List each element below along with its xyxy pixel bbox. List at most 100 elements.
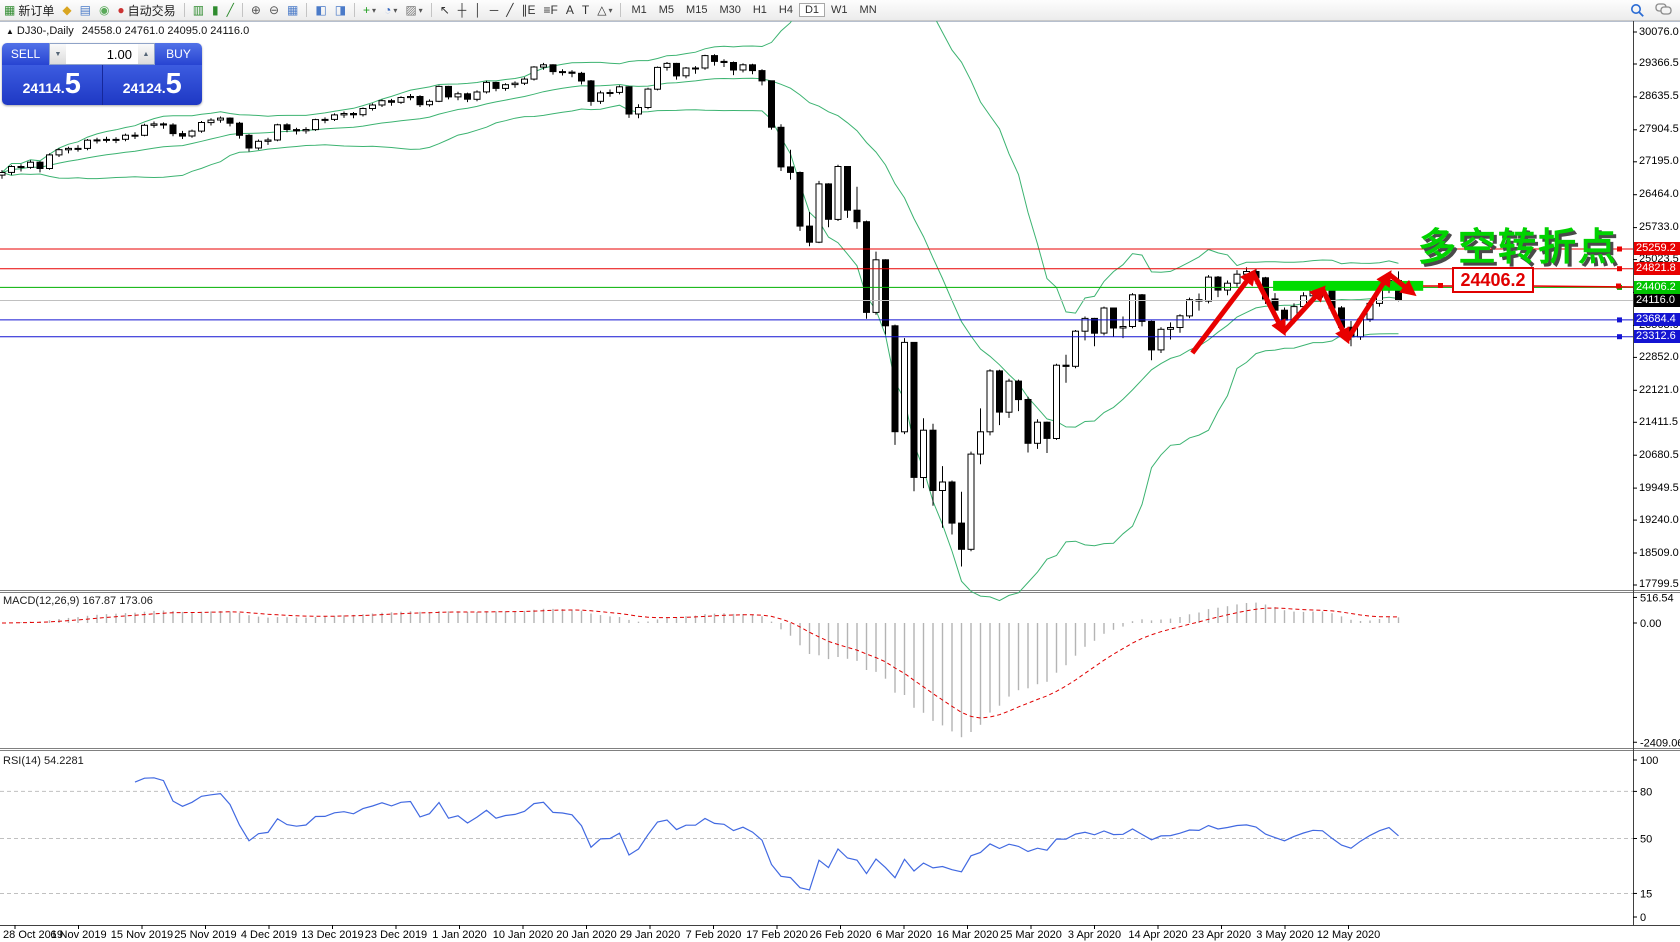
line-anchor[interactable] <box>1617 334 1622 340</box>
sell-price-main: 24114. <box>22 80 65 96</box>
search-icon[interactable] <box>1630 3 1645 18</box>
callout-anchor[interactable] <box>1438 283 1443 288</box>
chat-icon[interactable] <box>1655 3 1672 17</box>
timeframe-h4[interactable]: H4 <box>778 4 793 16</box>
volume-increase-button[interactable]: ▲ <box>138 44 154 64</box>
cursor-icon: ↖ <box>439 3 450 17</box>
timeframe-mn[interactable]: MN <box>859 4 877 16</box>
gold-trading-icon: ◆ <box>62 3 72 17</box>
timeframe-m15[interactable]: M15 <box>686 4 708 16</box>
toolbar-separator <box>430 3 432 17</box>
bollinger-band <box>1 104 1399 602</box>
symbol-title: DJ30-,Daily <box>16 25 74 37</box>
text-button[interactable]: A <box>562 1 578 19</box>
new-order-button[interactable]: ▦ 新订单 <box>0 1 58 19</box>
zoom-out-button[interactable]: ⊖ <box>265 1 283 19</box>
trend-arrow[interactable] <box>1250 271 1286 337</box>
gold-trading-button[interactable]: ◆ <box>58 1 75 19</box>
buy-price-pips: 5 <box>165 68 182 100</box>
ohlc-values: 24558.0 24761.0 24095.0 24116.0 <box>81 25 250 37</box>
buy-button[interactable]: BUY <box>155 43 202 65</box>
rsi-line <box>134 777 1399 891</box>
fibonacci-icon: ≡F <box>543 3 558 17</box>
trend-arrow[interactable] <box>1320 287 1350 345</box>
horizontal-line-button[interactable]: ─ <box>486 1 503 19</box>
line-anchor[interactable] <box>1617 246 1622 252</box>
date-label: 29 Jan 2020 <box>620 929 681 941</box>
arrows-shapes-button[interactable]: △ ▾ <box>593 1 616 19</box>
autotrading-button[interactable]: ● 自动交易 <box>113 1 179 19</box>
candlestick-chart-button[interactable]: ▮ <box>208 1 223 19</box>
timeframe-d1[interactable]: D1 <box>798 3 826 17</box>
fibonacci-button[interactable]: ≡F <box>540 1 562 19</box>
axis-text: 516.54 <box>1640 592 1674 604</box>
periods-button[interactable]: ◔ ▾ <box>380 1 401 19</box>
line-chart-icon: ╱ <box>226 3 234 17</box>
date-label: 10 Jan 2020 <box>493 929 554 941</box>
trend-arrow[interactable] <box>1281 285 1326 334</box>
macd-main-value: 167.87 <box>82 595 117 607</box>
date-label: 17 Feb 2020 <box>746 929 808 941</box>
bar-chart-button[interactable]: ▥ <box>189 1 208 19</box>
text-icon: A <box>565 3 574 17</box>
buy-price[interactable]: 24124. 5 <box>102 65 202 105</box>
date-label: 6 Nov 2019 <box>50 929 106 941</box>
arrows-shapes-icon: △ <box>597 3 607 17</box>
timeframe-w1[interactable]: W1 <box>831 4 848 16</box>
trendline-button[interactable]: ╱ <box>502 1 517 19</box>
axis-text: -2409.06 <box>1640 737 1680 749</box>
trend-arrow[interactable] <box>1345 270 1392 342</box>
add-indicator-button[interactable]: + ▾ <box>359 1 380 19</box>
templates-button[interactable]: ▨ ▾ <box>401 1 426 19</box>
line-anchor[interactable] <box>1617 317 1622 323</box>
timeframe-m1[interactable]: M1 <box>631 4 647 16</box>
timeframe-h1[interactable]: H1 <box>752 4 767 16</box>
equidistant-channel-button[interactable]: ∥E <box>518 1 540 19</box>
date-label: 16 Mar 2020 <box>937 929 999 941</box>
sell-price[interactable]: 24114. 5 <box>2 65 103 105</box>
cursor-button[interactable]: ↖ <box>436 1 454 19</box>
autotrading-label: 自动交易 <box>127 3 176 18</box>
arrange-charts-icon: ◨ <box>334 3 347 17</box>
auto-arrange-button[interactable]: ◧ <box>311 1 330 19</box>
line-chart-button[interactable]: ╱ <box>223 1 238 19</box>
toolbar-right <box>1630 3 1680 18</box>
crosshair-button[interactable]: ┼ <box>454 1 471 19</box>
add-indicator-icon: + <box>363 3 371 17</box>
market-watch-button[interactable]: ▤ <box>76 1 95 19</box>
volume-decrease-button[interactable]: ▼ <box>50 44 66 64</box>
callout-anchor[interactable] <box>1616 283 1621 289</box>
date-label: 28 Oct 2019 <box>3 929 63 941</box>
axis-text: 100 <box>1640 755 1658 767</box>
macd-label: MACD(12,26,9) 167.87 173.06 <box>3 595 153 607</box>
timeframe-m30[interactable]: M30 <box>719 4 741 16</box>
trend-arrow[interactable] <box>1190 268 1256 355</box>
bar-chart-icon: ▥ <box>192 3 205 17</box>
turning-point-annotation[interactable]: 多空转折点 <box>1418 227 1619 269</box>
text-label-button[interactable]: T <box>578 1 593 19</box>
sell-button[interactable]: SELL <box>2 43 49 65</box>
date-label: 20 Jan 2020 <box>556 929 617 941</box>
volume-stepper: ▼ 1.00 ▲ <box>49 43 155 65</box>
vertical-line-button[interactable]: │ <box>470 1 486 19</box>
tile-windows-button[interactable]: ▦ <box>283 1 302 19</box>
highlight-zone[interactable] <box>1273 280 1424 291</box>
trendline-icon: ╱ <box>506 3 514 17</box>
date-label: 23 Apr 2020 <box>1192 929 1251 941</box>
toolbar-separator <box>354 3 356 17</box>
bollinger-band <box>1 77 1399 428</box>
volume-input[interactable]: 1.00 <box>106 46 132 62</box>
periods-icon: ◔ <box>384 3 392 17</box>
zoom-in-button[interactable]: ⊕ <box>247 1 265 19</box>
toolbar-separator <box>241 3 243 17</box>
signals-button[interactable]: ◉ <box>95 1 113 19</box>
trend-arrow[interactable] <box>1387 272 1417 297</box>
new-order-label: 新订单 <box>18 3 55 18</box>
price-callout-label[interactable]: 24406.2 <box>1452 267 1534 293</box>
rsi-label: RSI(14) 54.2281 <box>3 755 84 767</box>
timeframe-m5[interactable]: M5 <box>658 4 675 16</box>
arrange-charts-button[interactable]: ◨ <box>331 1 350 19</box>
line-anchor[interactable] <box>1617 266 1622 272</box>
